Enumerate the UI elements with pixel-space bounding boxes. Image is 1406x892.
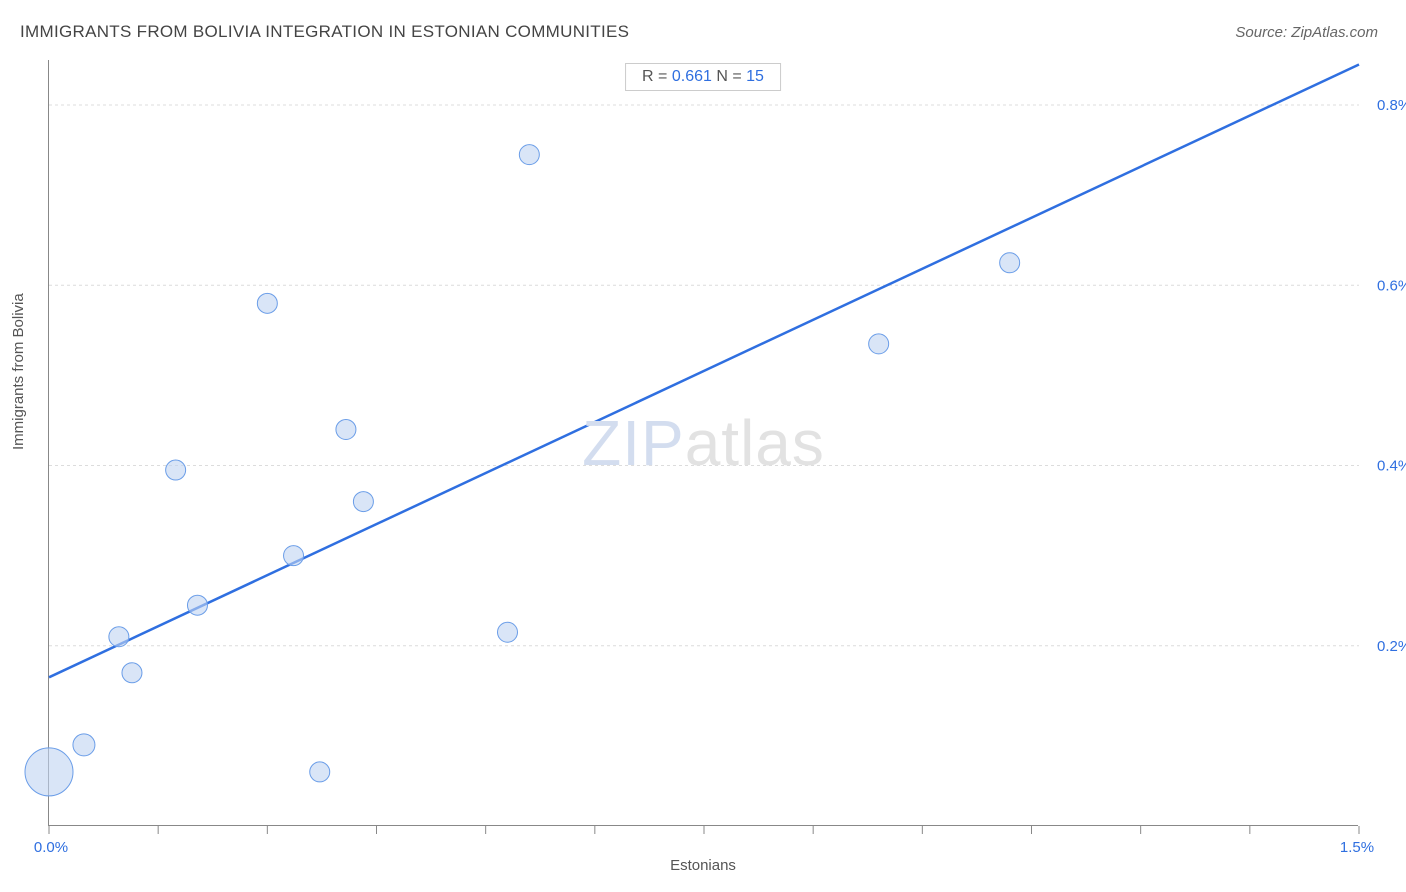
svg-text:0.4%: 0.4% (1377, 458, 1406, 475)
data-point (284, 546, 304, 566)
data-point (109, 627, 129, 647)
chart-svg: 0.2%0.4%0.6%0.8%0.0%1.5% (49, 60, 1358, 825)
x-axis-label: Estonians (0, 857, 1406, 874)
stats-box: R = 0.661 N = 15 (625, 63, 781, 91)
grid-layer (49, 105, 1359, 646)
svg-text:0.0%: 0.0% (34, 839, 68, 856)
y-axis-label: Immigrants from Bolivia (10, 293, 27, 450)
svg-text:0.2%: 0.2% (1377, 638, 1406, 655)
tick-layer (49, 826, 1359, 834)
data-point (25, 748, 73, 796)
source-label: Source: (1235, 24, 1291, 41)
data-point (869, 334, 889, 354)
data-point (122, 663, 142, 683)
data-point (310, 762, 330, 782)
trend-line-layer (49, 65, 1359, 678)
data-point (336, 419, 356, 439)
data-point (166, 460, 186, 480)
data-point (498, 622, 518, 642)
svg-text:0.6%: 0.6% (1377, 277, 1406, 294)
data-point (519, 145, 539, 165)
data-point (257, 293, 277, 313)
bubble-layer (25, 145, 1020, 796)
source-value: ZipAtlas.com (1291, 24, 1378, 41)
plot-area: 0.2%0.4%0.6%0.8%0.0%1.5% ZIPatlas (48, 60, 1358, 826)
axis-tick-labels: 0.2% 0.4% 0.6% 0.8% 0.0% 1.5% (34, 97, 1406, 856)
data-point (353, 492, 373, 512)
r-value: 0.661 (672, 68, 712, 85)
svg-text:1.5%: 1.5% (1340, 839, 1374, 856)
chart-title: IMMIGRANTS FROM BOLIVIA INTEGRATION IN E… (20, 22, 629, 42)
r-label: R = (642, 68, 672, 85)
n-value: 15 (746, 68, 764, 85)
source-attribution: Source: ZipAtlas.com (1235, 24, 1378, 41)
data-point (73, 734, 95, 756)
data-point (187, 595, 207, 615)
data-point (1000, 253, 1020, 273)
n-label: N = (716, 68, 746, 85)
chart-container: IMMIGRANTS FROM BOLIVIA INTEGRATION IN E… (0, 0, 1406, 892)
svg-text:0.8%: 0.8% (1377, 97, 1406, 114)
